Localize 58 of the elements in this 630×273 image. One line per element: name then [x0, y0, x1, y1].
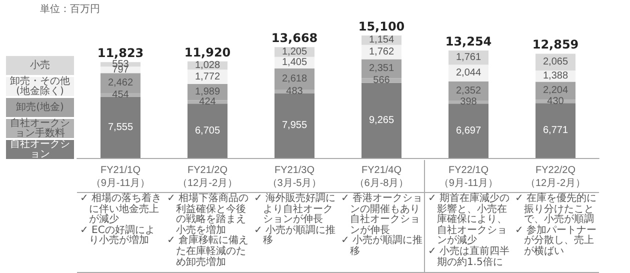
total-label: 13,254	[445, 34, 492, 49]
x-tick-label: FY22/2Q （12月-2月）	[525, 165, 586, 189]
data-label: 1,762	[368, 46, 394, 58]
data-label: 2,352	[456, 85, 482, 96]
data-label: 398	[460, 96, 478, 108]
data-label: 6,771	[542, 125, 568, 136]
bar	[188, 70, 228, 84]
text: 単位：百万円	[40, 3, 100, 16]
x-tick-label: FY22/1Q （9月-11月）	[438, 165, 498, 189]
text: 小売	[6, 56, 74, 75]
text: ✓ 相場の落ち着きに伴い地金売上が減少 ✓ ECの好調により小売が増加	[80, 193, 162, 247]
data-label: 2,204	[542, 85, 568, 96]
data-label: 1,761	[456, 52, 482, 64]
data-label: 9,265	[368, 114, 394, 126]
bar	[448, 104, 488, 158]
x-tick-label: FY21/1Q （9月-11月）	[90, 165, 150, 189]
bar	[188, 104, 228, 158]
text: ✓ 香港オークションの開催もあり自社オークションが伸長 ✓ 小売が順調に推移	[341, 193, 423, 258]
text: ✓ 在庫を優先的に振り分けたことで、小売が順調 ✓ 参加パートナーが分散し、売上が横ばい	[515, 193, 597, 258]
bar	[100, 96, 140, 158]
text: ✓ 相場下落商品の利益確保と今後の戦略を踏まえ小売を増加 ✓ 倉庫移転に備えた在庫軽減のため卸売増加	[167, 193, 249, 268]
x-tick-label: FY21/3Q （3月-5月）	[267, 165, 322, 189]
data-label: 424	[199, 96, 216, 108]
data-label: 566	[373, 75, 390, 86]
total-label: 11,920	[184, 45, 231, 60]
data-label: 2,065	[542, 56, 568, 68]
data-label: 7,555	[108, 122, 134, 133]
text: ✓ 期首在庫減少の影響と、小売在庫確保により、自社オークションが減少 ✓ 小売は直前四半期の約1.5倍に	[428, 193, 510, 268]
bar	[274, 93, 314, 158]
total-label: 12,859	[532, 38, 579, 52]
text: ✓ 海外販売好調により自社オークションが伸長 ✓ 小売が順調に推移	[254, 193, 336, 247]
data-label: 1,205	[282, 46, 308, 58]
total-label: 15,100	[358, 20, 405, 34]
data-label: 483	[286, 86, 304, 98]
total-label: 13,668	[271, 31, 318, 46]
data-label: 430	[547, 96, 564, 107]
data-label: 1,154	[368, 34, 394, 46]
data-label: 1,989	[194, 86, 220, 98]
x-tick-label: FY21/4Q （6月-8月）	[354, 165, 409, 189]
data-label: 1,405	[282, 57, 308, 68]
data-label: 1,772	[194, 71, 220, 82]
bar	[536, 103, 576, 158]
data-label: 2,044	[456, 68, 482, 79]
data-label: 7,955	[282, 120, 308, 132]
data-label: 454	[112, 89, 130, 100]
data-label: 2,351	[368, 63, 394, 74]
bar	[362, 82, 402, 158]
text: 卸売・その他(地金除く)	[6, 76, 74, 96]
data-label: 2,618	[282, 73, 308, 84]
text: 自社オークション手数料	[6, 118, 74, 138]
data-label: 1,028	[194, 60, 220, 71]
total-label: 11,823	[97, 46, 144, 60]
text: 卸売(地金)	[6, 98, 74, 117]
x-tick-label: FY21/2Q （12月-2月）	[177, 165, 238, 189]
data-label: 2,462	[108, 78, 134, 89]
data-label: 6,697	[456, 125, 482, 136]
data-label: 6,705	[194, 125, 220, 136]
data-label: 1,388	[542, 70, 568, 82]
